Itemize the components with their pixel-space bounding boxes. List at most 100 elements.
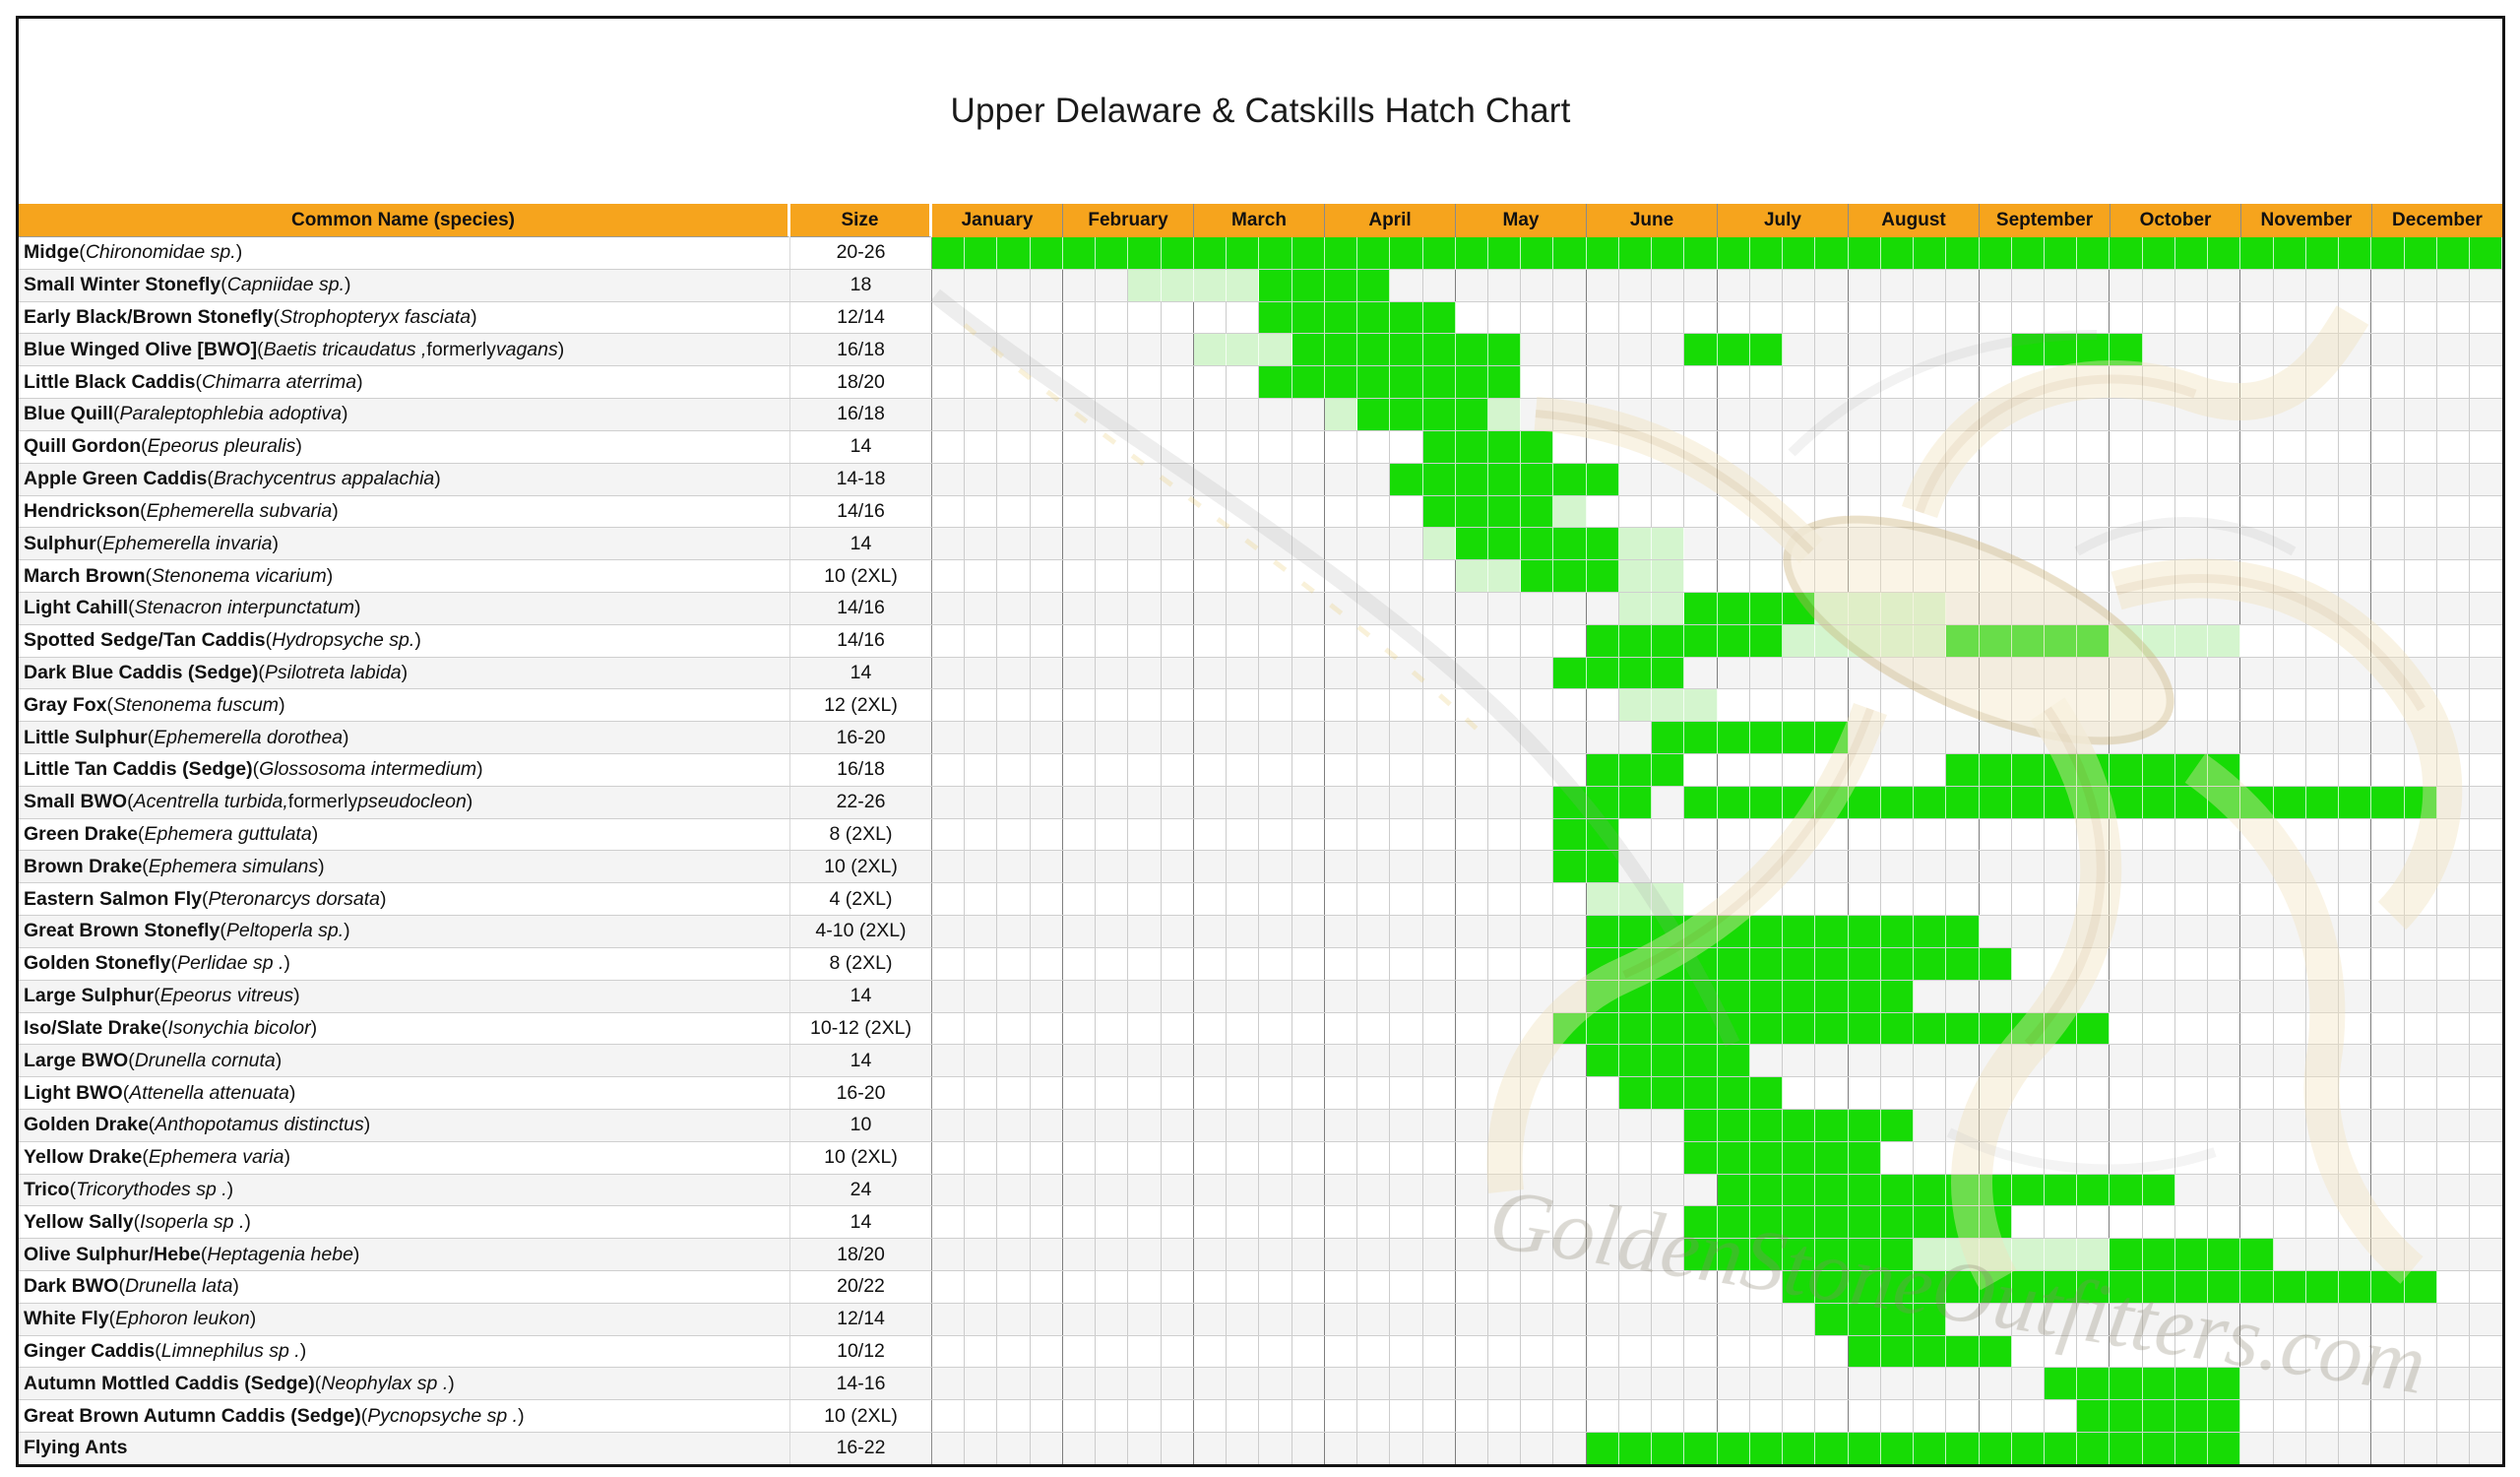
hatch-cell bbox=[2044, 1368, 2078, 1400]
hatch-cell bbox=[2405, 947, 2437, 980]
species-row: Small Winter Stonefly (Capniidae sp. ) 18 bbox=[19, 269, 2502, 302]
hatch-cell bbox=[1227, 947, 1260, 980]
hatch-cell bbox=[1652, 754, 1685, 786]
hatch-cell bbox=[1456, 818, 1488, 851]
hatch-cell bbox=[1521, 689, 1554, 722]
hatch-cell bbox=[2142, 1174, 2175, 1206]
hatch-cell bbox=[1586, 1012, 1619, 1045]
hatch-cell bbox=[1881, 366, 1915, 399]
hatch-cell bbox=[1325, 883, 1358, 916]
hook-size: 12/14 bbox=[790, 301, 932, 334]
hatch-cell bbox=[1815, 947, 1849, 980]
hatch-cell bbox=[2110, 722, 2143, 753]
hook-size: 14 bbox=[790, 430, 932, 463]
hatch-cell bbox=[1750, 1271, 1784, 1303]
hatch-cell bbox=[2306, 528, 2340, 560]
hatch-cell bbox=[2240, 916, 2274, 947]
hatch-cell bbox=[1946, 1077, 1980, 1109]
hatch-cell bbox=[1587, 1077, 1619, 1109]
hatch-cell bbox=[1031, 722, 1063, 753]
hatch-cell bbox=[1292, 980, 1325, 1012]
hatch-cell bbox=[2371, 657, 2405, 689]
hatch-cell bbox=[2045, 269, 2078, 301]
hatch-cell bbox=[2339, 1271, 2372, 1303]
hatch-cell bbox=[1946, 657, 1980, 689]
hatch-cell bbox=[965, 334, 998, 366]
hatch-cell bbox=[1684, 269, 1718, 301]
hatch-cell bbox=[2012, 883, 2045, 916]
hatch-cell bbox=[2077, 786, 2110, 818]
hatch-cell bbox=[2371, 947, 2405, 980]
hatch-cell bbox=[2012, 1077, 2045, 1109]
hatch-cell bbox=[1162, 366, 1194, 399]
hatch-cell bbox=[2405, 1400, 2437, 1433]
hatch-cell bbox=[2437, 883, 2471, 916]
hatch-cell bbox=[1128, 1433, 1162, 1464]
hatch-cell bbox=[2339, 495, 2372, 528]
hatch-cell bbox=[2240, 1433, 2274, 1464]
hatch-cell bbox=[1783, 1400, 1816, 1433]
hatch-cell bbox=[1456, 1303, 1488, 1335]
hatch-cell bbox=[1292, 560, 1325, 592]
hatch-cell bbox=[1914, 1206, 1947, 1239]
hatch-cell bbox=[2470, 883, 2502, 915]
hatch-cell bbox=[1587, 1109, 1619, 1141]
hatch-cell bbox=[965, 1077, 998, 1109]
hatch-cell bbox=[1390, 1271, 1423, 1303]
hatch-cell bbox=[1521, 1271, 1554, 1303]
hatch-cell bbox=[1488, 1077, 1522, 1109]
hatch-cell bbox=[2339, 301, 2372, 334]
activity-cells bbox=[932, 560, 2502, 592]
hatch-cell bbox=[1980, 430, 2012, 463]
hatch-cell bbox=[1684, 883, 1718, 916]
activity-cells bbox=[932, 786, 2502, 818]
hatch-cell bbox=[932, 592, 966, 624]
species-name: Flying Ants bbox=[19, 1433, 790, 1464]
hatch-cell bbox=[1881, 1400, 1915, 1433]
hatch-cell bbox=[1456, 916, 1488, 947]
hatch-cell bbox=[1553, 624, 1587, 657]
hatch-cell bbox=[1881, 560, 1915, 592]
hatch-cell bbox=[1783, 301, 1816, 334]
activity-cells bbox=[932, 754, 2502, 786]
hook-size: 4-10 (2XL) bbox=[790, 916, 932, 947]
hatch-cell bbox=[1587, 430, 1619, 463]
size-header: Size bbox=[790, 204, 932, 237]
hatch-cell bbox=[1488, 1368, 1522, 1400]
hatch-cell bbox=[932, 1303, 966, 1335]
hatch-cell bbox=[1684, 786, 1718, 818]
hatch-cell bbox=[2274, 495, 2306, 528]
hatch-cell bbox=[1586, 624, 1619, 657]
hatch-cell bbox=[2274, 1045, 2306, 1077]
hatch-cell bbox=[2143, 1077, 2175, 1109]
hatch-cell bbox=[1031, 1077, 1063, 1109]
hatch-cell bbox=[1980, 528, 2012, 560]
hatch-cell bbox=[1357, 1141, 1391, 1174]
hatch-cell bbox=[1162, 1045, 1194, 1077]
hatch-cell bbox=[2437, 754, 2471, 786]
hatch-cell bbox=[2174, 1368, 2209, 1400]
hatch-cell bbox=[1357, 1109, 1391, 1141]
hatch-cell bbox=[1618, 754, 1653, 786]
hatch-cell bbox=[2012, 916, 2045, 947]
hatch-cell bbox=[1815, 657, 1849, 689]
hatch-cell bbox=[1357, 883, 1391, 916]
species-row: March Brown (Stenonema vicarium ) 10 (2XL… bbox=[19, 560, 2502, 593]
hatch-cell bbox=[1587, 1303, 1619, 1335]
hatch-cell bbox=[2175, 301, 2209, 334]
hatch-table: Common Name (species) Size January Februa… bbox=[19, 204, 2503, 1464]
hatch-cell bbox=[1521, 430, 1554, 463]
hatch-cell bbox=[1946, 237, 1980, 269]
hatch-cell bbox=[2274, 1433, 2306, 1464]
hatch-cell bbox=[1946, 689, 1980, 722]
hatch-cell bbox=[2339, 851, 2372, 883]
hatch-cell bbox=[1749, 1239, 1784, 1270]
hatch-cell bbox=[2175, 980, 2209, 1012]
hatch-cell bbox=[1031, 1239, 1063, 1270]
hatch-cell bbox=[2175, 1045, 2209, 1077]
hatch-cell bbox=[1128, 1335, 1162, 1368]
hatch-cell bbox=[1325, 754, 1358, 786]
hatch-cell bbox=[2240, 624, 2274, 657]
hatch-cell bbox=[2110, 592, 2143, 624]
hatch-cell bbox=[1487, 334, 1522, 366]
